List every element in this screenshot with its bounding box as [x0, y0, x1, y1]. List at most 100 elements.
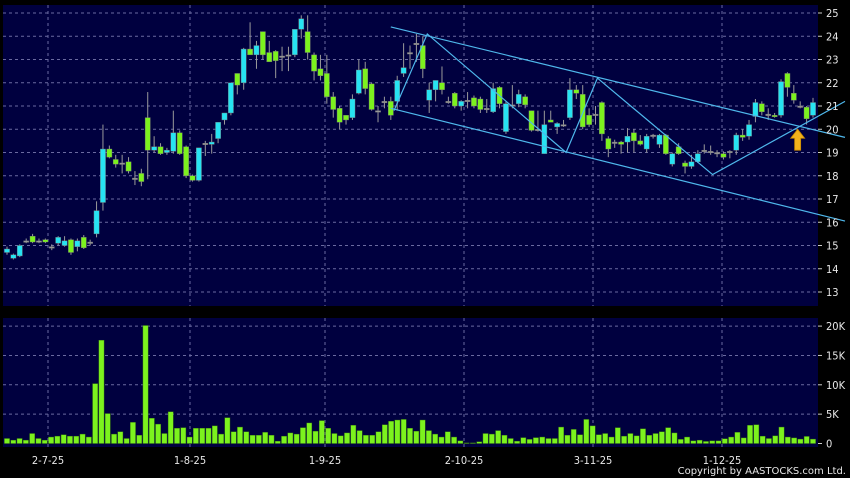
candle-body — [810, 102, 816, 116]
candle — [266, 40, 273, 63]
candle — [100, 124, 106, 211]
volume-bar — [186, 436, 193, 444]
volume-bar — [218, 433, 224, 444]
volume-bar — [589, 425, 596, 444]
candle — [739, 129, 746, 141]
volume-bar — [54, 435, 61, 444]
candle-body — [733, 134, 740, 151]
candle — [451, 92, 458, 109]
candle — [400, 43, 407, 77]
volume-bar — [753, 424, 760, 444]
volume-bar — [728, 436, 734, 444]
candle-body — [100, 148, 106, 203]
volume-bar — [797, 438, 804, 444]
candle-body — [362, 68, 369, 89]
volume-bar — [803, 436, 810, 444]
volume-bar — [520, 437, 527, 444]
volume-bar — [740, 437, 747, 444]
candle — [759, 101, 765, 116]
candle — [643, 133, 650, 153]
candle — [183, 145, 189, 179]
volume-bar — [306, 422, 313, 444]
candle-body — [803, 106, 810, 119]
volume-bar — [180, 427, 187, 444]
candle-body — [407, 52, 413, 55]
candle-body — [215, 122, 221, 139]
volume-bar — [268, 435, 275, 444]
candle — [196, 147, 202, 182]
volume-bar — [16, 438, 23, 444]
candle — [247, 22, 253, 56]
volume-bar — [344, 432, 350, 444]
volume-bar — [539, 436, 546, 444]
volume-bar — [92, 383, 98, 444]
candle — [381, 96, 388, 109]
candle-body — [349, 98, 356, 118]
candle — [253, 40, 260, 69]
volume-bar — [155, 423, 161, 444]
candle-body — [682, 162, 688, 167]
candle — [579, 85, 586, 130]
candle-body — [93, 210, 100, 235]
candle — [36, 238, 42, 244]
candle-body — [48, 246, 55, 249]
volume-bar — [287, 432, 294, 444]
candle-body — [791, 93, 797, 101]
candle — [573, 85, 580, 100]
volume-bar — [356, 430, 363, 444]
candle — [356, 59, 362, 95]
candle-body — [298, 18, 305, 30]
candle-body — [4, 248, 10, 253]
candle-body — [515, 94, 522, 104]
volume-bar — [363, 435, 369, 444]
candle — [74, 238, 81, 252]
volume-bar — [35, 438, 42, 444]
volume-bar — [759, 435, 766, 444]
volume-bar — [104, 413, 111, 444]
candle-body — [381, 101, 388, 104]
volume-bar — [722, 438, 728, 444]
candle — [432, 80, 439, 102]
volume-bar — [10, 439, 17, 444]
volume-bar — [715, 440, 722, 444]
volume-bar — [507, 438, 514, 444]
candle — [304, 15, 311, 60]
volume-bar — [577, 434, 583, 444]
candle-body — [541, 124, 548, 154]
volume-bar — [211, 425, 218, 444]
candle-body — [688, 161, 695, 167]
candle — [151, 136, 157, 153]
candle-body — [413, 43, 420, 45]
candle — [362, 61, 369, 95]
candle — [605, 136, 612, 158]
volume-bar — [319, 420, 325, 444]
candle — [279, 46, 285, 72]
candle-body — [573, 89, 580, 94]
candle-body — [29, 235, 36, 243]
volume-bar — [4, 438, 10, 444]
volume-bar — [570, 429, 577, 444]
channel-lower-line — [390, 107, 846, 222]
candle — [752, 99, 759, 123]
volume-bar — [426, 430, 432, 444]
candle — [343, 115, 349, 125]
candle-body — [637, 140, 644, 145]
volume-bar — [400, 419, 407, 444]
candle — [394, 75, 401, 111]
candle-body — [106, 148, 113, 158]
candle — [272, 50, 279, 79]
price-tick-label: 22 — [826, 77, 839, 90]
volume-bar — [388, 420, 394, 444]
volume-bar — [677, 439, 684, 444]
volume-bar — [407, 428, 413, 444]
x-tick-label: 1-9-25 — [309, 454, 341, 467]
price-tick-label: 25 — [826, 7, 839, 20]
candle — [29, 233, 36, 244]
candle — [112, 154, 119, 168]
candle — [119, 154, 125, 174]
candle-body — [23, 240, 29, 243]
candle-body — [669, 153, 676, 165]
volume-bar — [489, 433, 495, 444]
candle — [23, 238, 29, 244]
